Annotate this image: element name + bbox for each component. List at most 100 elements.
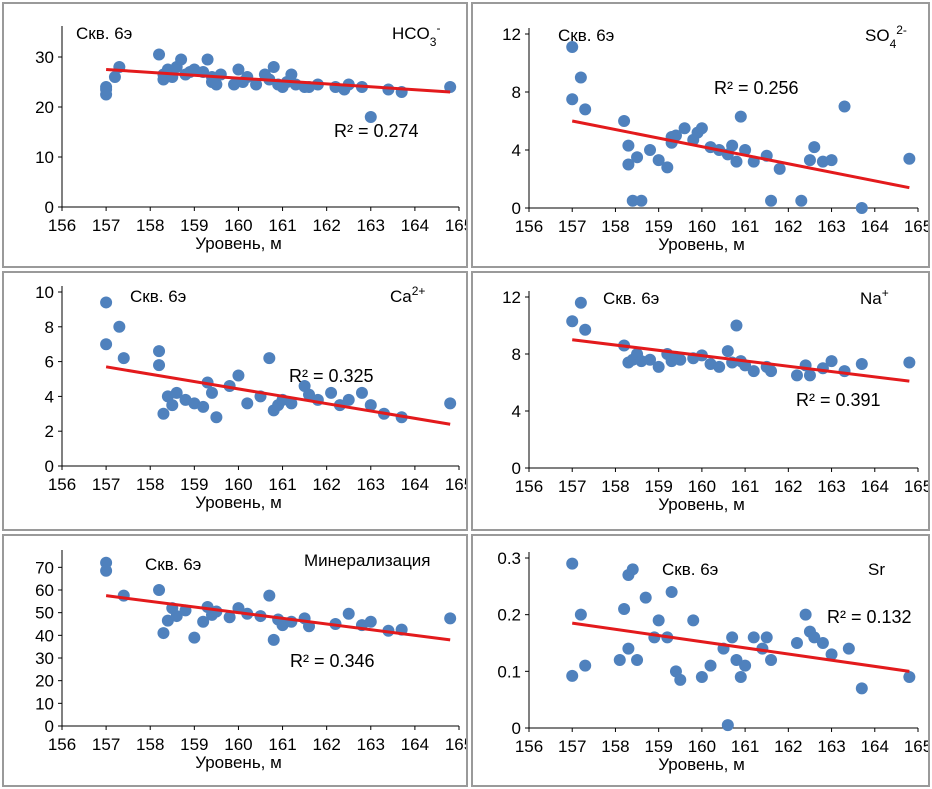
data-point (153, 584, 166, 596)
x-tick-label: 157 (92, 735, 120, 754)
data-point (726, 139, 739, 152)
x-tick-label: 160 (688, 217, 716, 236)
data-point (444, 81, 457, 93)
x-tick-label: 164 (861, 477, 889, 496)
x-tick-label: 165 (904, 477, 928, 496)
x-tick-label: 157 (558, 737, 586, 756)
x-tick-label: 159 (180, 475, 208, 494)
chart-panel-3: 0 2 4 6 8 10 156 157 158 159 160 161 162 163 164 165 Уро… (2, 271, 468, 531)
data-point (726, 631, 739, 644)
data-point (626, 563, 639, 576)
data-point (342, 607, 355, 620)
trend-line (572, 621, 910, 673)
data-point (566, 41, 579, 54)
x-tick-label: 163 (817, 477, 845, 496)
y-tick-label: 0 (512, 719, 521, 738)
data-point (790, 369, 803, 382)
data-point (364, 615, 377, 628)
data-point (157, 627, 170, 640)
data-point (201, 53, 214, 66)
ion-label: HCO3- (392, 21, 440, 49)
y-tick-label: 4 (45, 387, 54, 406)
data-point (838, 365, 851, 378)
data-point (170, 386, 183, 399)
x-tick-label: 163 (817, 217, 845, 236)
data-point (157, 407, 170, 420)
x-tick-label: 158 (136, 475, 164, 494)
chart-svg: 0 4 8 12 156 157 158 159 160 161 162 163 164 165 Урове… (502, 286, 928, 514)
y-tick-label: 60 (35, 581, 54, 600)
chart-panel-5: 0 10 20 30 40 50 60 70 156 157 158 159 160 161 162 163 1… (2, 534, 468, 787)
chart-panel-4: 0 4 8 12 156 157 158 159 160 161 162 163 164 165 Урове… (471, 271, 930, 531)
data-point (765, 194, 778, 207)
y-tick-label: 20 (35, 98, 54, 117)
y-tick-label: 40 (35, 626, 54, 645)
chart-svg: 0 10 20 30 156 157 158 159 160 161 162 163 164 165 Уро… (35, 21, 466, 253)
x-axis-label: Уровень, м (195, 493, 282, 512)
x-tick-label: 156 (515, 477, 543, 496)
data-point (618, 603, 631, 615)
x-tick-label: 164 (401, 735, 429, 754)
y-tick-label: 10 (35, 283, 54, 302)
x-tick-label: 161 (731, 477, 759, 496)
data-point (674, 353, 687, 366)
data-point (687, 614, 700, 627)
data-point (838, 100, 851, 113)
x-tick-label: 160 (224, 216, 252, 235)
data-point (799, 608, 812, 621)
x-tick-label: 157 (92, 475, 120, 494)
data-point (566, 315, 579, 328)
x-tick-label: 160 (224, 475, 252, 494)
x-tick-label: 164 (861, 217, 889, 236)
x-axis-label: Уровень, м (658, 235, 745, 254)
data-point (579, 103, 592, 116)
data-point (342, 393, 355, 406)
trend-line (105, 594, 451, 642)
data-point (747, 631, 760, 644)
data-point (100, 338, 113, 351)
x-tick-label: 165 (445, 475, 466, 494)
data-point (566, 557, 579, 570)
data-point (713, 360, 726, 373)
chart-panel-2: 0 4 8 12 156 157 158 159 160 161 162 163 164 165 Урове… (471, 2, 930, 268)
chart-svg: 0 0.1 0.2 0.3 156 157 158 159 160 161 162 163 164 165… (497, 549, 928, 774)
x-axis-label: Уровень, м (658, 495, 745, 514)
x-tick-label: 156 (515, 217, 543, 236)
x-tick-label: 158 (601, 217, 629, 236)
y-tick-label: 8 (512, 83, 521, 102)
r-squared-label: R² = 0.256 (714, 78, 799, 98)
y-tick-label: 0.3 (497, 549, 521, 568)
data-point (355, 386, 368, 399)
data-point (574, 608, 587, 621)
data-point (669, 129, 682, 142)
data-point (704, 659, 717, 672)
x-tick-label: 161 (268, 475, 296, 494)
well-label: Скв. 6э (558, 26, 614, 45)
data-point (444, 612, 457, 625)
data-point (210, 411, 223, 424)
data-point (695, 671, 708, 683)
x-tick-label: 162 (774, 217, 802, 236)
x-tick-label: 159 (180, 735, 208, 754)
data-point (113, 320, 126, 333)
data-point (579, 323, 592, 336)
data-point (223, 611, 236, 624)
data-point (285, 397, 298, 410)
x-tick-label: 159 (644, 217, 672, 236)
data-point (574, 296, 587, 309)
y-tick-label: 6 (45, 353, 54, 372)
ion-label: Ca2+ (390, 284, 425, 306)
chart-svg: 0 10 20 30 40 50 60 70 156 157 158 159 160 161 162 163 1… (35, 550, 466, 772)
trend-line (106, 68, 451, 94)
data-point (100, 83, 113, 96)
y-tick-label: 10 (35, 694, 54, 713)
data-point (166, 399, 179, 412)
x-tick-label: 158 (601, 477, 629, 496)
data-point (803, 154, 816, 167)
r-squared-label: R² = 0.132 (827, 607, 912, 627)
well-label: Скв. 6э (76, 24, 132, 43)
x-tick-label: 159 (180, 216, 208, 235)
r-squared-label: R² = 0.274 (334, 121, 419, 141)
y-tick-label: 0.2 (497, 606, 521, 625)
data-point (153, 359, 166, 372)
